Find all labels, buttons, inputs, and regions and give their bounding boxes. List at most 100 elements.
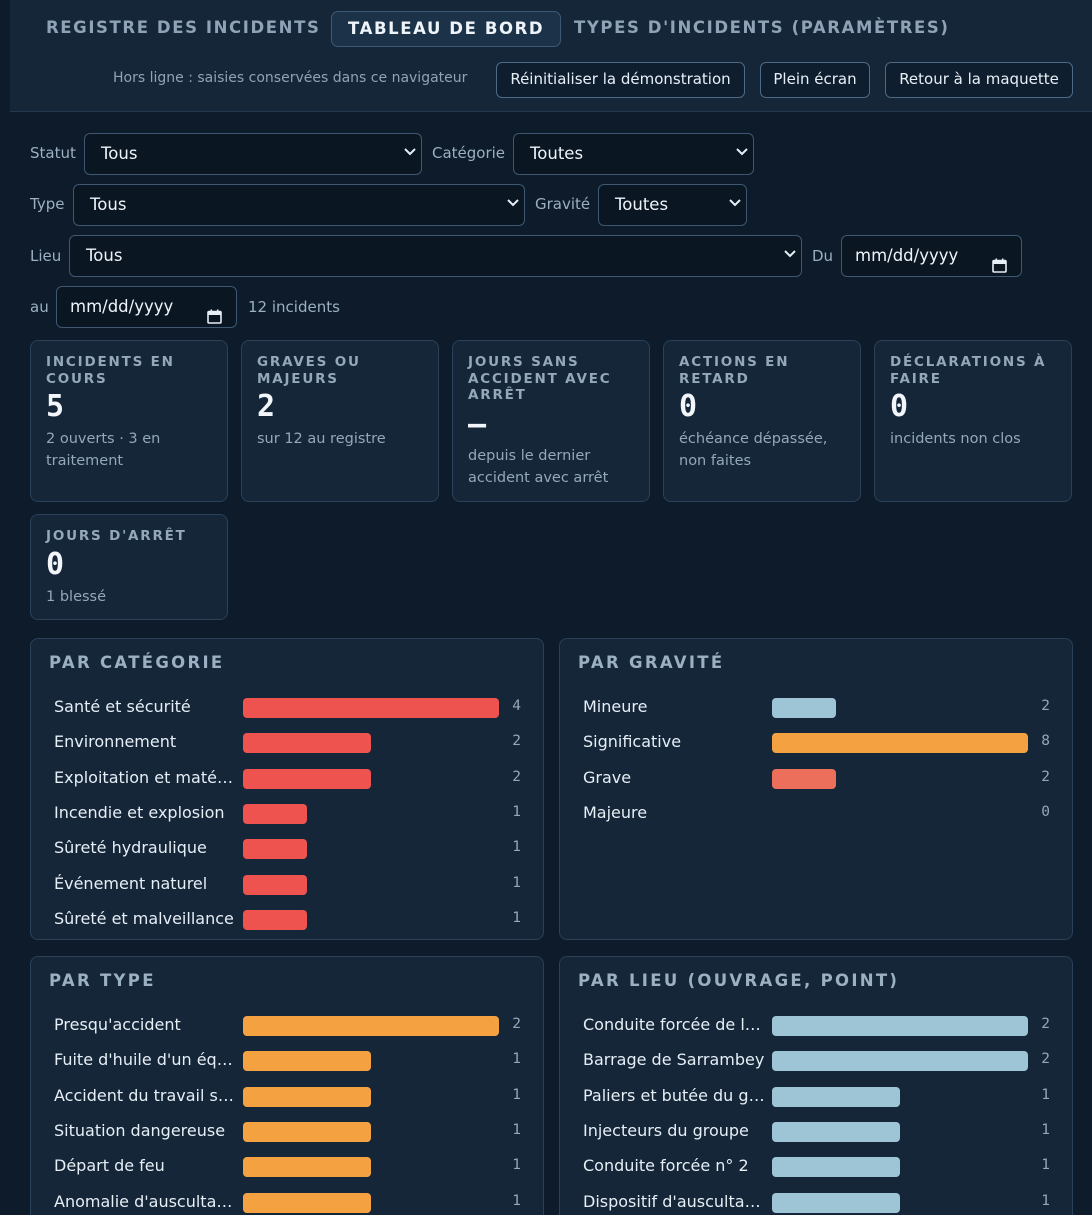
bar-label: Significative	[583, 732, 682, 752]
bar-label: Départ de feu	[54, 1156, 165, 1176]
status-filter-label: Statut	[30, 144, 76, 162]
bar-track	[243, 909, 499, 930]
bar-row: Fuite d'huile d'un équipement 1	[31, 1049, 543, 1073]
bar-value: 2	[1041, 698, 1050, 714]
bar-value: 1	[1041, 1192, 1050, 1209]
bar-row: Anomalie d'auscultation 1	[31, 1191, 543, 1215]
bar-label: Accident du travail sans arrêt	[54, 1085, 237, 1105]
bar-track	[243, 874, 499, 895]
bar-row: Conduite forcée de la centrale 2	[560, 1014, 1072, 1038]
bar-fill	[243, 1157, 371, 1178]
stat-card-actions-en-retard: ACTIONS EN RETARD 0 échéance dépassée, n…	[663, 340, 861, 502]
fullscreen-button[interactable]: Plein écran	[760, 62, 870, 98]
stat-card-subtitle: sur 12 au registre	[257, 431, 386, 447]
date-from-label: Du	[812, 247, 834, 265]
place-select[interactable]: Tous	[69, 235, 802, 277]
bar-track	[243, 1121, 499, 1142]
stat-card-value: 0	[890, 389, 909, 424]
stat-card-title: DÉCLARATIONS À FAIRE	[890, 354, 1047, 387]
bar-row: Injecteurs du groupe 1	[560, 1120, 1072, 1144]
tab-tableau-de-bord[interactable]: TABLEAU DE BORD	[331, 11, 562, 47]
bar-fill	[243, 698, 499, 718]
bar-fill	[243, 1051, 371, 1072]
bar-row: Significative 8	[560, 731, 1072, 755]
stat-card-subtitle: 1 blessé	[46, 589, 107, 605]
bar-label: Dispositif d'auscultation	[583, 1191, 766, 1211]
category-filter-label: Catégorie	[432, 144, 506, 162]
panel-par-type: PAR TYPE Presqu'accident 2 Fuite d'huile d…	[30, 956, 544, 1215]
type-filter-label: Type	[30, 195, 65, 213]
calendar-icon[interactable]	[207, 299, 222, 338]
tab-types-incidents[interactable]: TYPES D'INCIDENTS (PARAMÈTRES)	[574, 18, 950, 37]
bar-row: Paliers et butée du groupe 1	[560, 1085, 1072, 1109]
bar-row: Exploitation et matériel 2	[31, 767, 543, 791]
bar-value: 1	[512, 1086, 521, 1103]
bar-track	[243, 1157, 499, 1178]
bar-value: 0	[1041, 803, 1050, 820]
panel-par-categorie: PAR CATÉGORIE Santé et sécurité 4 Environn…	[30, 638, 544, 940]
severity-select-value: Toutes	[615, 195, 669, 214]
bar-value: 1	[512, 909, 521, 926]
bar-fill	[772, 1121, 900, 1142]
bar-track	[243, 1086, 499, 1107]
bar-track	[243, 1051, 499, 1072]
bar-track	[243, 803, 499, 824]
bar-fill	[772, 768, 836, 789]
bar-fill	[243, 803, 307, 824]
bar-row: Sûreté et malveillance 1	[31, 908, 543, 932]
bar-value: 1	[512, 803, 521, 820]
bar-row: Barrage de Sarrambey 2	[560, 1049, 1072, 1073]
bar-fill	[243, 909, 307, 930]
stat-card-title: JOURS SANS ACCIDENT AVEC ARRÊT	[468, 354, 612, 403]
bar-track	[243, 733, 499, 754]
bar-value: 1	[1041, 1157, 1050, 1174]
bar-label: Barrage de Sarrambey	[583, 1050, 765, 1070]
date-from-input[interactable]: mm/dd/yyyy	[841, 235, 1022, 277]
bar-value: 4	[512, 698, 521, 714]
bar-fill	[243, 839, 307, 860]
reset-demo-button[interactable]: Réinitialiser la démonstration	[496, 62, 745, 98]
bar-row: Événement naturel 1	[31, 873, 543, 897]
bar-label: Situation dangereuse	[54, 1120, 226, 1140]
bar-value: 2	[512, 768, 521, 785]
bar-row: Départ de feu 1	[31, 1155, 543, 1179]
back-to-mockup-button[interactable]: Retour à la maquette	[885, 62, 1073, 98]
bar-fill	[243, 1192, 371, 1213]
bar-track	[772, 733, 1028, 754]
incident-count: 12 incidents	[248, 298, 340, 316]
bar-track	[243, 768, 499, 789]
panel-par-gravite: PAR GRAVITÉ Mineure 2 Significative 8 Grave 2…	[559, 638, 1073, 940]
bar-row: Majeure 0	[560, 802, 1072, 826]
chevron-down-icon	[729, 185, 741, 207]
bar-label: Sûreté et malveillance	[54, 908, 234, 928]
bar-fill	[772, 1086, 900, 1107]
stat-card-jours-sans-accident: JOURS SANS ACCIDENT AVEC ARRÊT — depuis …	[452, 340, 650, 502]
date-to-label: au	[30, 298, 49, 316]
bar-row: Accident du travail sans arrêt 1	[31, 1085, 543, 1109]
bar-fill	[243, 1016, 499, 1036]
bar-value: 2	[1041, 1051, 1050, 1068]
category-select[interactable]: Toutes	[513, 133, 754, 175]
bar-value: 1	[1041, 1121, 1050, 1138]
calendar-icon[interactable]	[992, 248, 1007, 287]
type-select[interactable]: Tous	[73, 184, 525, 226]
severity-select[interactable]: Toutes	[598, 184, 747, 226]
bar-fill	[772, 1051, 1028, 1072]
stat-card-title: INCIDENTS EN COURS	[46, 354, 175, 387]
tab-registre[interactable]: REGISTRE DES INCIDENTS	[46, 18, 321, 37]
bar-fill	[772, 1192, 900, 1213]
bar-fill	[772, 733, 1028, 754]
stat-card-subtitle: incidents non clos	[890, 431, 1021, 447]
place-select-value: Tous	[86, 246, 123, 265]
bar-fill	[243, 768, 371, 789]
status-select-value: Tous	[101, 144, 138, 163]
panel-title: PAR LIEU (OUVRAGE, POINT)	[578, 971, 900, 990]
date-to-input[interactable]: mm/dd/yyyy	[56, 286, 237, 328]
bar-track	[772, 1121, 1028, 1142]
bar-track	[772, 698, 1028, 718]
date-from-value: mm/dd/yyyy	[855, 246, 959, 265]
bar-row: Conduite forcée n° 2 1	[560, 1155, 1072, 1179]
bar-fill	[772, 1157, 900, 1178]
bar-track	[772, 1086, 1028, 1107]
status-select[interactable]: Tous	[84, 133, 422, 175]
